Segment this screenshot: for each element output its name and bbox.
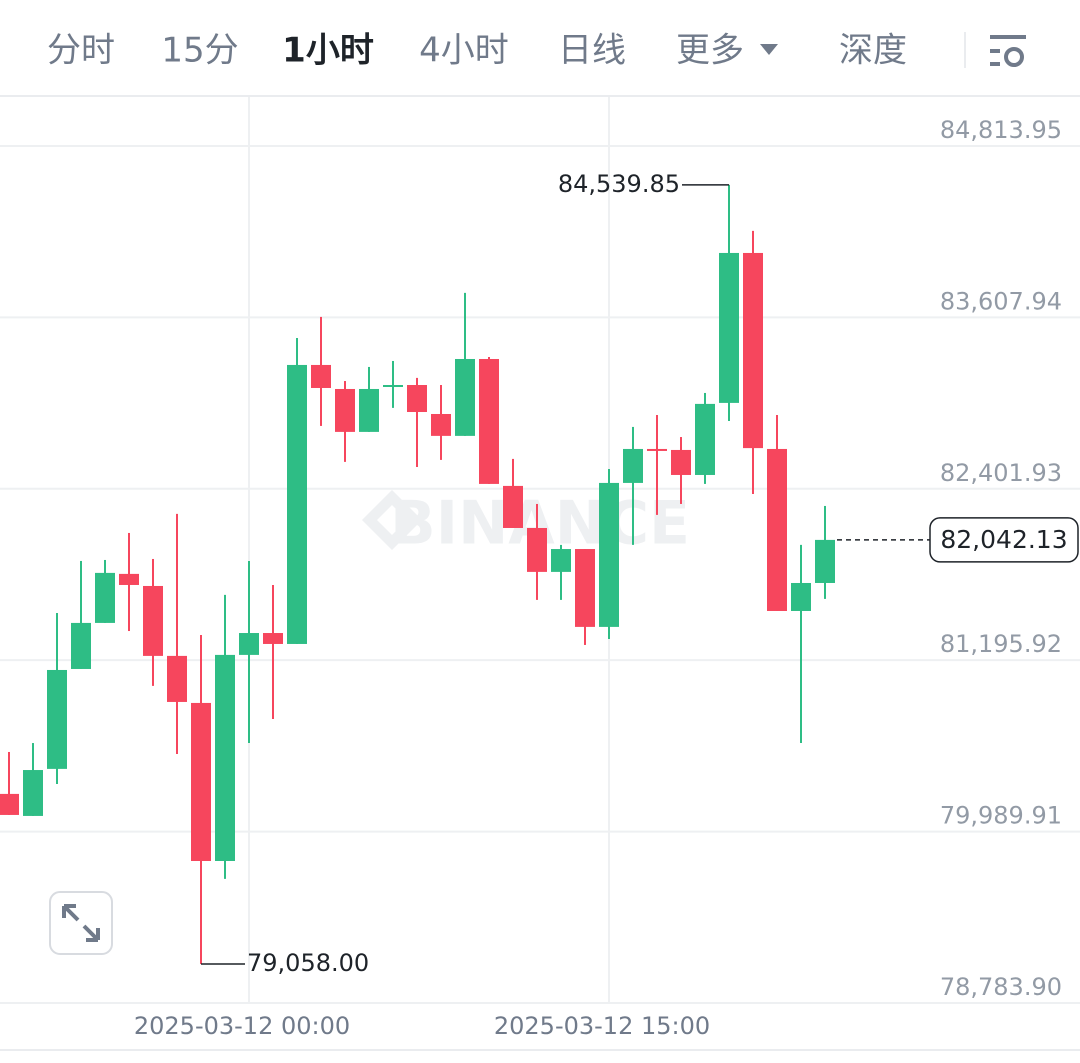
expand-icon — [62, 904, 100, 942]
expand-button[interactable] — [49, 891, 113, 955]
candle-body — [527, 527, 547, 572]
candle-body — [143, 585, 163, 656]
candle-body — [551, 549, 571, 572]
candle-body — [359, 388, 379, 432]
candle-body — [95, 572, 115, 623]
candle-body — [71, 622, 91, 669]
candle-body — [431, 413, 451, 436]
dropdown-arrow — [760, 44, 778, 55]
candle-body — [239, 633, 259, 655]
y-tick-label: 81,195.92 — [940, 630, 1062, 658]
last-price-label: 82,042.13 — [940, 525, 1067, 554]
x-tick-label: 2025-03-12 00:00 — [134, 1012, 350, 1040]
candle-body — [719, 252, 739, 403]
y-tick-label: 78,783.90 — [940, 973, 1062, 1001]
candle-body — [335, 388, 355, 432]
candle-body — [119, 573, 139, 585]
candle-body — [503, 485, 523, 528]
y-tick-label: 79,989.91 — [940, 802, 1062, 830]
candle-body — [0, 793, 19, 815]
tab[interactable]: 深度 — [839, 31, 907, 71]
y-tick-label: 83,607.94 — [940, 287, 1062, 315]
candle-body — [623, 448, 643, 483]
candle-body — [599, 482, 619, 627]
tab[interactable]: 更多 — [676, 31, 744, 71]
candle-body — [671, 449, 691, 475]
y-tick-label: 84,813.95 — [940, 116, 1062, 144]
candle-body — [23, 770, 43, 816]
chart-settings-icon[interactable] — [990, 35, 1026, 67]
tab[interactable]: 15分 — [161, 31, 238, 71]
candle-body — [575, 549, 595, 627]
watermark-logo — [362, 490, 422, 550]
candle-body — [191, 702, 211, 861]
icon-gear — [1004, 47, 1024, 67]
candle-body — [263, 633, 283, 644]
candle-body — [383, 385, 403, 388]
candle-body — [47, 669, 67, 769]
tab[interactable]: 1小时 — [282, 31, 374, 71]
tab[interactable]: 日线 — [558, 31, 626, 71]
high-label: 84,539.85 — [558, 170, 680, 198]
candle-body — [479, 358, 499, 484]
candle-body — [287, 364, 307, 644]
candle-body — [695, 403, 715, 475]
x-tick-label: 2025-03-12 15:00 — [494, 1012, 710, 1040]
candle-body — [167, 655, 187, 702]
candle-body — [647, 448, 667, 451]
candle-body — [455, 358, 475, 436]
candle-body — [791, 582, 811, 611]
candle-body — [407, 385, 427, 413]
tab[interactable]: 分时 — [47, 31, 115, 71]
last-price-box — [929, 517, 1079, 563]
y-tick-label: 82,401.93 — [940, 459, 1062, 487]
candle-body — [767, 448, 787, 611]
candle-body — [215, 654, 235, 861]
candle-body — [311, 364, 331, 388]
expand-button-frame — [49, 891, 113, 955]
candle-body — [815, 539, 835, 583]
low-label: 79,058.00 — [247, 949, 369, 977]
candle-body — [743, 252, 763, 449]
tab[interactable]: 4小时 — [419, 31, 509, 71]
